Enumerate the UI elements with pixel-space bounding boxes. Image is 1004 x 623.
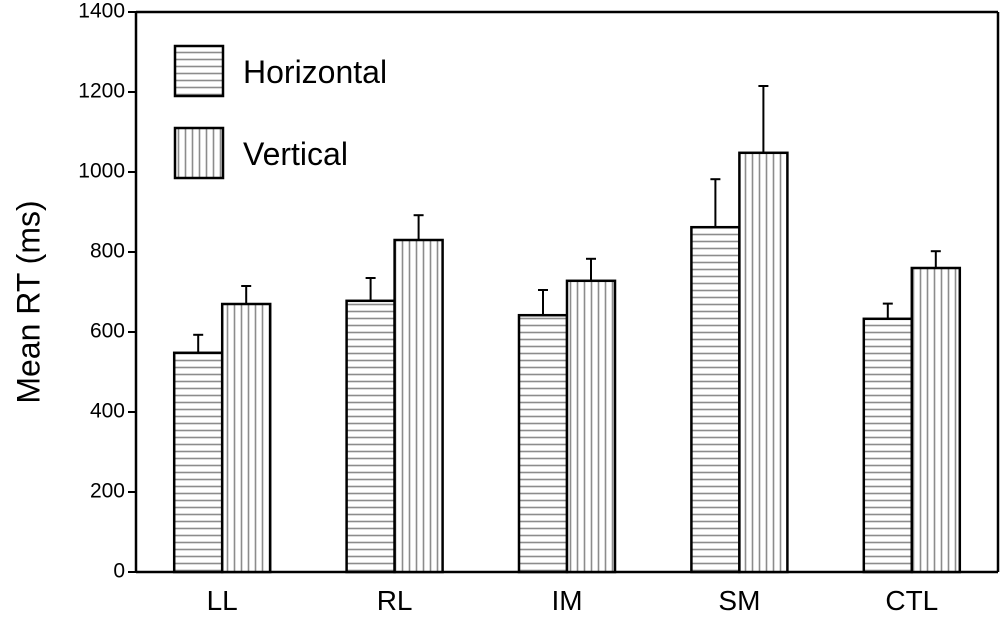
x-tick-label-rl: RL (377, 585, 413, 616)
bars-group (172, 151, 962, 574)
x-tick-label-im: IM (551, 585, 582, 616)
y-tick-label: 200 (90, 480, 125, 503)
y-tick-label: 1000 (78, 160, 125, 183)
bar-horizontal-rl (345, 299, 396, 574)
y-axis-title: Mean RT (ms) (10, 200, 46, 403)
y-tick-label: 800 (90, 240, 125, 263)
x-tick-labels: LL RL IM SM CTL (207, 585, 939, 616)
bar-vertical-ll (220, 302, 272, 574)
y-tick-label: 1400 (78, 0, 125, 23)
legend-label-horizontal: Horizontal (243, 54, 387, 90)
bar-vertical-im (565, 279, 617, 574)
y-tick-label: 600 (90, 320, 125, 343)
bar-vertical-sm (738, 151, 789, 574)
x-tick-label-sm: SM (718, 585, 760, 616)
y-axis: 0 200 400 600 800 1000 1200 1400 (78, 0, 1000, 583)
legend-swatch-vertical (173, 126, 225, 180)
y-tick-label: 0 (113, 560, 125, 583)
bar-horizontal-ll (172, 351, 224, 574)
x-tick-label-ll: LL (207, 585, 238, 616)
bar-horizontal-im (517, 313, 569, 574)
legend-swatch-horizontal (173, 44, 225, 98)
bar-vertical-rl (393, 238, 444, 574)
bar-horizontal-sm (690, 225, 741, 574)
y-tick-label: 400 (90, 400, 125, 423)
legend: Horizontal Vertical (173, 44, 387, 180)
bar-horizontal-ctl (862, 317, 914, 574)
error-bars-group (193, 85, 941, 353)
y-tick-label: 1200 (78, 80, 125, 103)
legend-label-vertical: Vertical (243, 136, 348, 172)
bar-vertical-ctl (910, 266, 962, 574)
x-tick-label-ctl: CTL (885, 585, 938, 616)
